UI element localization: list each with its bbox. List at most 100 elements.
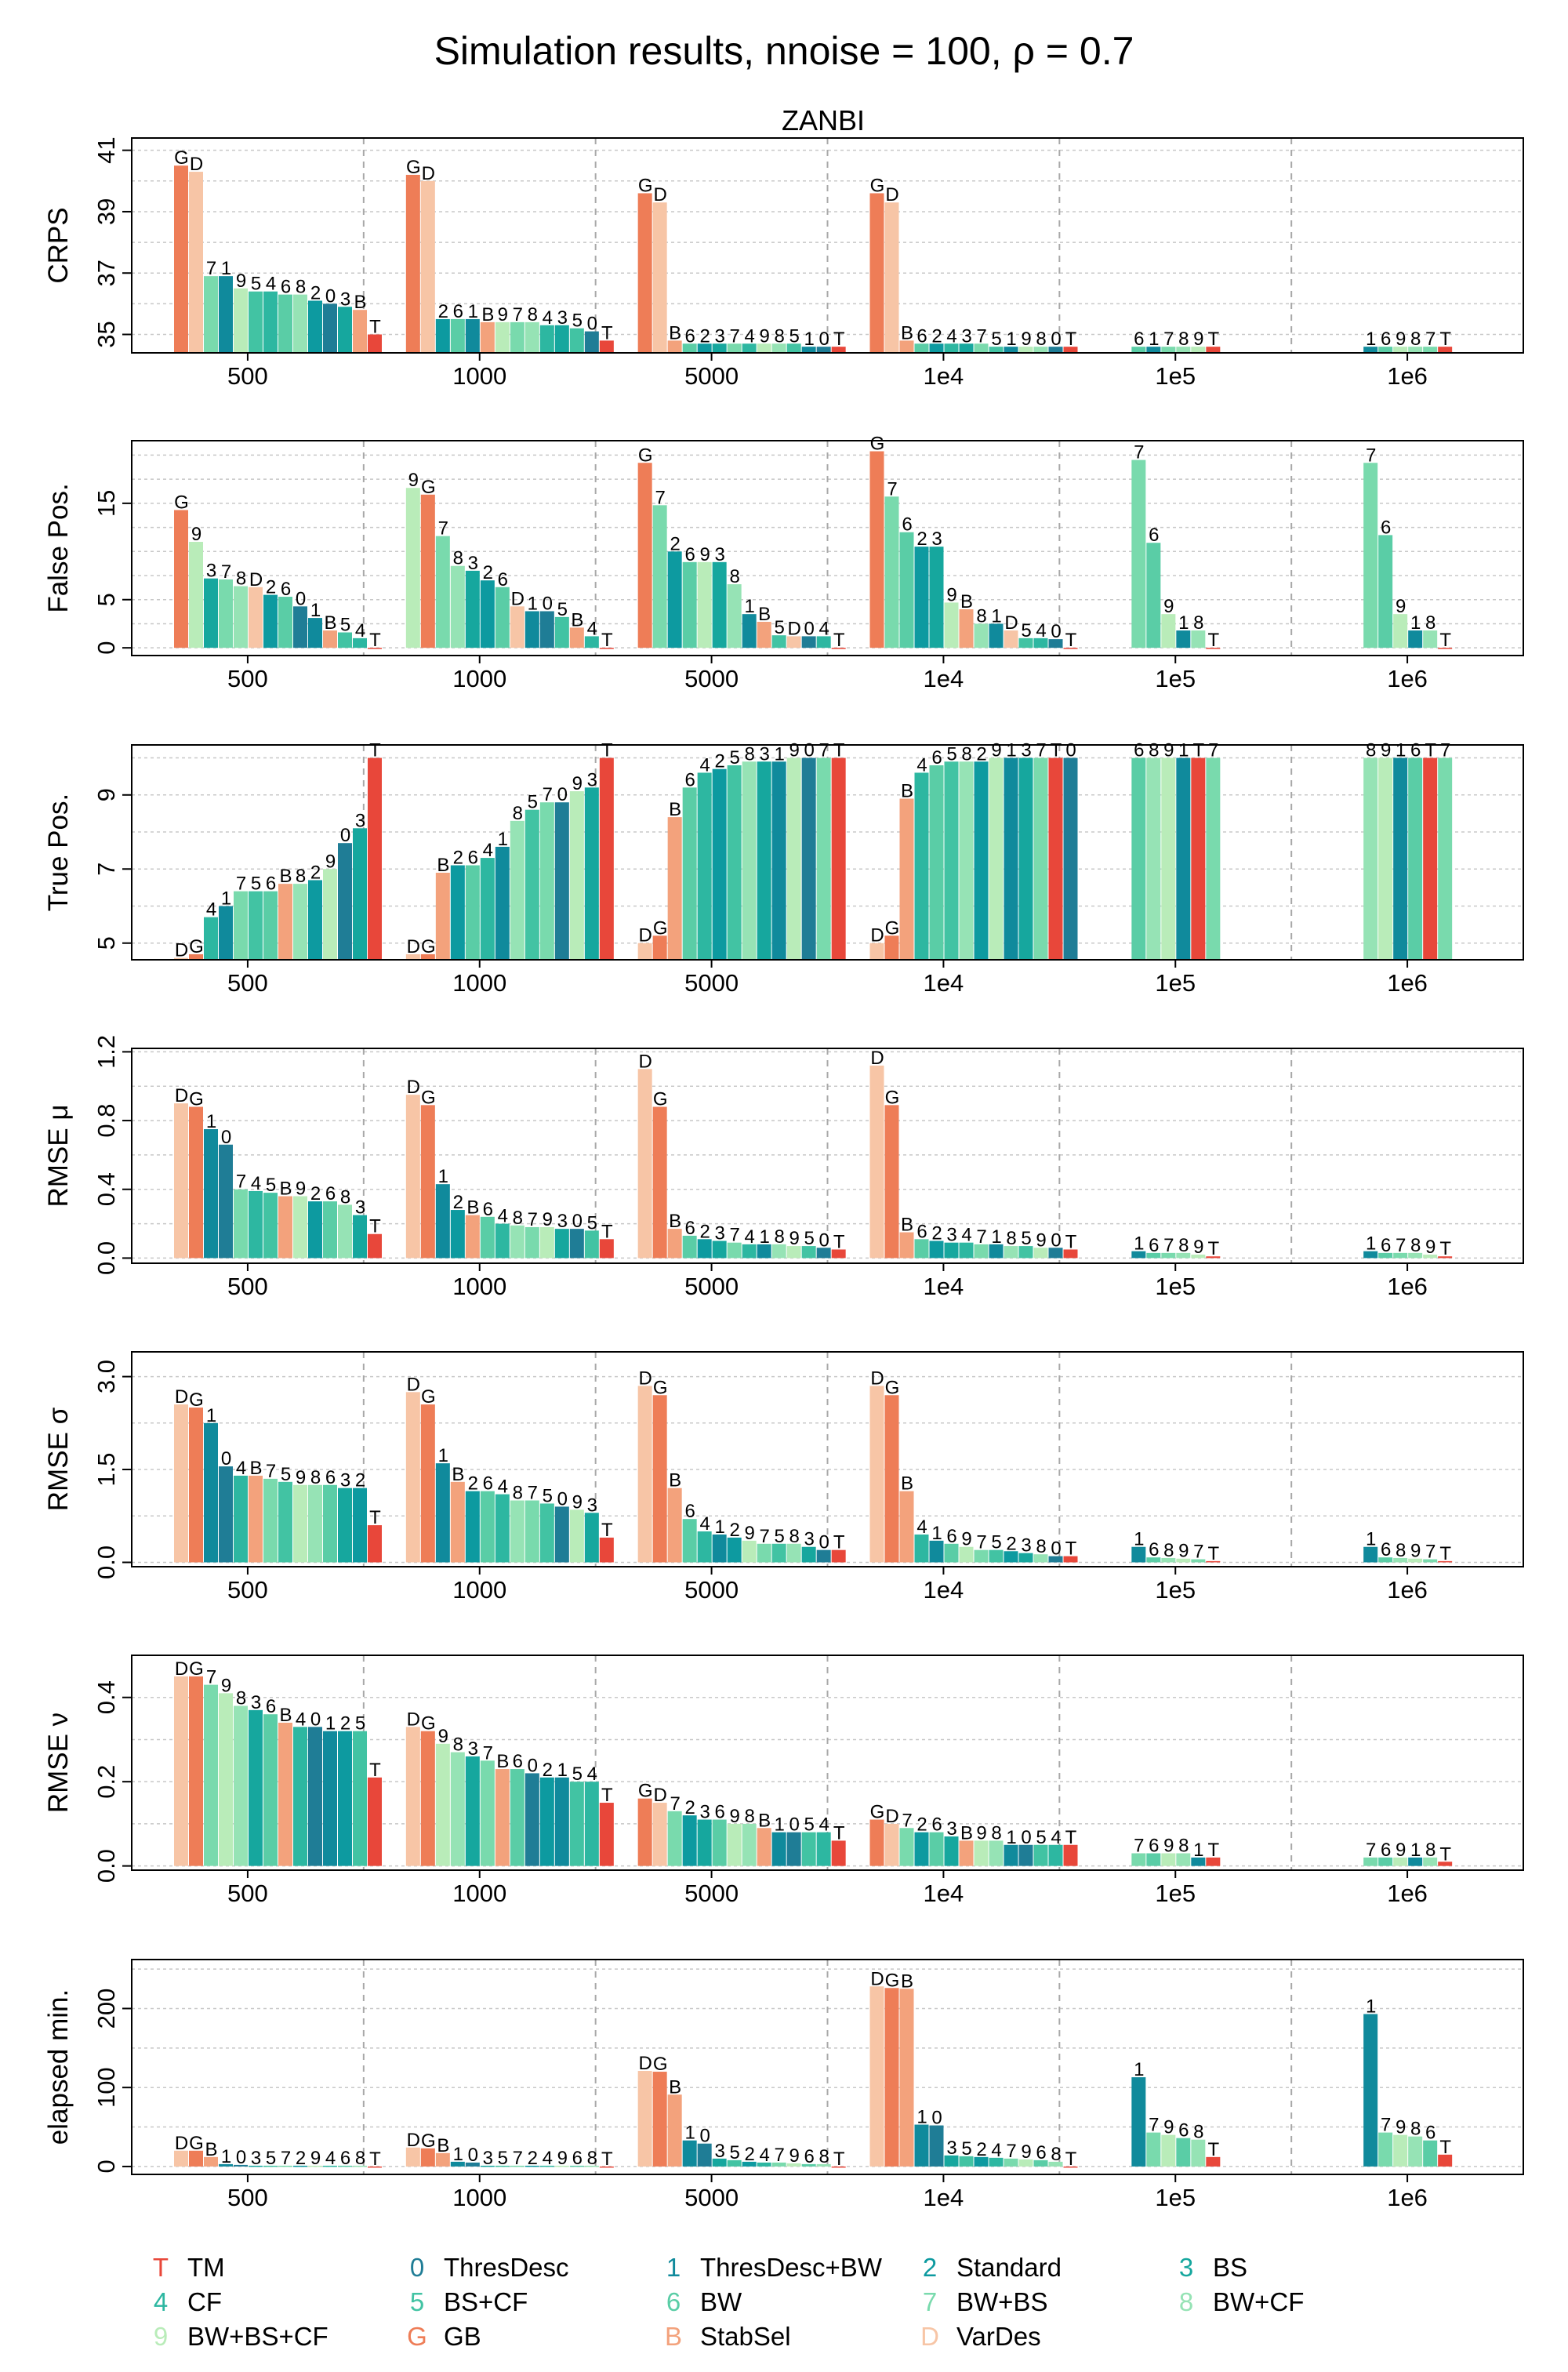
bar-T xyxy=(831,648,846,649)
bar-label: 8 xyxy=(1396,1540,1406,1561)
bar-label: 3 xyxy=(557,307,568,329)
bar-5 xyxy=(944,761,959,960)
bar-label: D xyxy=(175,1386,188,1408)
bar-label: 0 xyxy=(310,1709,321,1730)
bar-D xyxy=(869,943,884,960)
bar-T xyxy=(831,1549,846,1563)
bar-8 xyxy=(1048,2161,1063,2167)
bar-label: T xyxy=(1051,740,1062,761)
bar-label: T xyxy=(833,329,845,350)
bar-label: 9 xyxy=(572,773,583,794)
x-tick-label: 1e4 xyxy=(924,1880,964,1907)
bar-7 xyxy=(974,343,989,353)
bar-G xyxy=(405,174,420,353)
bar-7 xyxy=(1131,1853,1146,1866)
bar-6 xyxy=(1131,347,1146,353)
bar-label: 1 xyxy=(221,258,231,279)
bar-T xyxy=(599,2166,614,2168)
bar-label: 1 xyxy=(1193,1840,1203,1861)
x-tick-label: 1e6 xyxy=(1387,1273,1428,1300)
bar-label: 3 xyxy=(946,1818,956,1840)
bar-9 xyxy=(786,2163,801,2167)
bar-label: B xyxy=(669,799,681,820)
bar-label: 8 xyxy=(774,325,784,347)
bar-label: D xyxy=(249,569,263,590)
bar-label: 7 xyxy=(1193,1542,1203,1563)
bar-B xyxy=(667,817,682,960)
bar-9 xyxy=(293,1484,307,1563)
bar-label: 8 xyxy=(1163,1540,1174,1561)
bar-label: 8 xyxy=(1410,329,1421,350)
bar-1 xyxy=(1363,1546,1378,1563)
bar-8 xyxy=(974,623,989,648)
bar-7 xyxy=(1146,2132,1161,2167)
y-axis-label: RMSE σ xyxy=(43,1407,74,1511)
bar-9 xyxy=(742,1540,757,1563)
bar-label: 6 xyxy=(1410,740,1421,761)
bar-label: 8 xyxy=(1410,2119,1421,2140)
bar-label: 5 xyxy=(991,1532,1001,1553)
bar-label: 0 xyxy=(221,1448,231,1469)
x-tick-label: 1e5 xyxy=(1155,665,1196,692)
bar-label: 3 xyxy=(1021,1535,1031,1557)
bar-0 xyxy=(1063,757,1078,960)
bar-6 xyxy=(801,2163,816,2167)
bar-6 xyxy=(323,1201,337,1259)
bar-3 xyxy=(944,1242,959,1259)
bar-label: 4 xyxy=(587,618,597,639)
bar-0 xyxy=(308,1727,322,1866)
legend-label: StabSel xyxy=(700,2322,791,2351)
bar-7 xyxy=(263,1478,278,1563)
bar-9 xyxy=(495,321,510,353)
bar-label: 2 xyxy=(916,1814,927,1836)
bar-8 xyxy=(771,1244,786,1259)
bar-6 xyxy=(510,1769,524,1866)
bar-B xyxy=(465,1215,480,1259)
bar-9 xyxy=(944,602,959,648)
bar-label: 5 xyxy=(251,874,261,895)
bar-T xyxy=(1063,1844,1078,1866)
bar-8 xyxy=(1176,347,1191,353)
bar-B xyxy=(204,2156,218,2167)
bar-G xyxy=(652,935,667,960)
bar-T xyxy=(368,334,382,353)
bar-label: 5 xyxy=(281,1464,291,1485)
bar-3 xyxy=(249,1709,263,1866)
bar-8 xyxy=(293,884,307,960)
bar-label: 9 xyxy=(1396,596,1406,617)
bar-label: T xyxy=(369,317,381,338)
bar-label: 0 xyxy=(572,1211,583,1232)
bar-5 xyxy=(263,2165,278,2167)
bar-label: 8 xyxy=(1149,740,1159,761)
bar-label: G xyxy=(885,1087,900,1108)
y-tick-label: 3.0 xyxy=(93,1360,120,1393)
bar-2 xyxy=(929,1240,944,1259)
bar-4 xyxy=(323,2165,337,2167)
bar-3 xyxy=(554,1229,569,1259)
y-tick-label: 0.0 xyxy=(93,1546,120,1579)
y-axis-label: True Pos. xyxy=(43,794,74,911)
legend-key: 7 xyxy=(923,2287,937,2316)
bar-label: D xyxy=(175,1658,188,1680)
y-tick-label: 0.8 xyxy=(93,1104,120,1138)
bar-8 xyxy=(524,321,539,353)
bar-label: 6 xyxy=(931,1814,942,1836)
y-tick-label: 0 xyxy=(93,641,120,655)
bar-label: 7 xyxy=(513,2148,523,2169)
y-tick-label: 1.5 xyxy=(93,1452,120,1486)
bar-label: G xyxy=(653,2054,668,2075)
y-axis-label: RMSE ν xyxy=(43,1713,74,1813)
bar-label: D xyxy=(407,1374,420,1395)
panel-5: D G 7 98 3 6 B 4 0 1 2 5TD G9 8 3 7 B 6 0 2 1 5 4T G D 7 2 3 6 9 8 B 1 0 5… xyxy=(43,1655,1524,1907)
bar-label: 1 xyxy=(1178,612,1189,634)
bar-label: B xyxy=(669,2076,681,2098)
bar-label: B xyxy=(481,304,494,325)
bar-4 xyxy=(293,1727,307,1866)
legend-item-bw-bs: 7 BW+BS xyxy=(923,2287,1048,2316)
bar-label: 8 xyxy=(1193,612,1203,634)
bar-label: T xyxy=(1065,630,1077,651)
x-tick-label: 5000 xyxy=(684,1576,739,1604)
bar-6 xyxy=(1146,1252,1161,1259)
bar-2 xyxy=(727,1537,742,1563)
